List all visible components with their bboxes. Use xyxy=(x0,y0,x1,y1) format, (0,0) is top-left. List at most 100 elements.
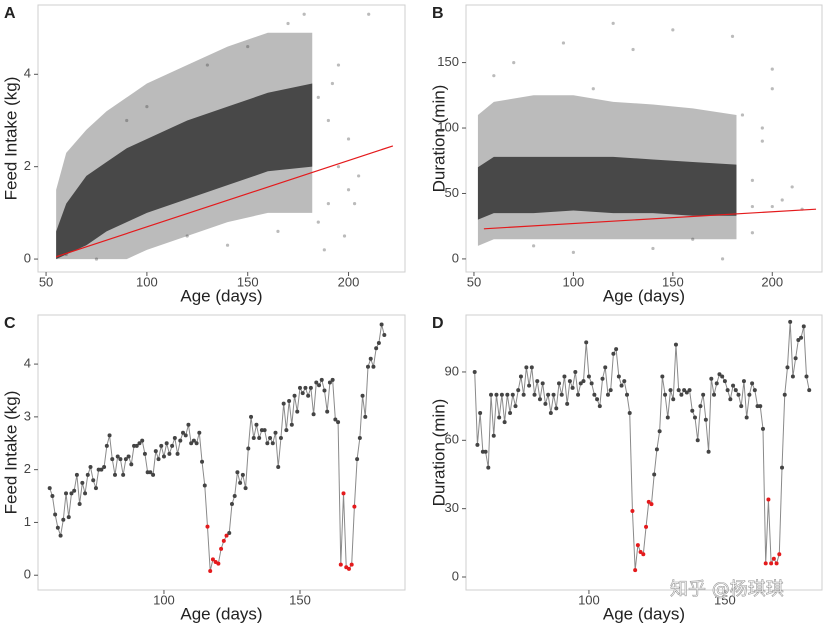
y-tick-label: 1 xyxy=(24,514,31,529)
point xyxy=(731,383,736,388)
point xyxy=(717,372,722,377)
point xyxy=(728,397,733,402)
point xyxy=(276,465,281,470)
point xyxy=(357,435,362,440)
point xyxy=(319,377,324,382)
scatter-point xyxy=(671,28,675,32)
scatter-point xyxy=(770,204,774,209)
scatter-point xyxy=(611,21,615,25)
point xyxy=(576,392,581,397)
point xyxy=(330,377,335,382)
scatter-point xyxy=(631,47,635,52)
point xyxy=(137,441,142,446)
point xyxy=(559,392,564,397)
point xyxy=(508,410,513,415)
point xyxy=(83,491,88,496)
point xyxy=(112,472,117,477)
scatter-point xyxy=(94,257,99,261)
point xyxy=(170,443,175,448)
point xyxy=(161,454,166,459)
point xyxy=(712,392,717,397)
point xyxy=(107,433,112,438)
point xyxy=(341,491,346,496)
point xyxy=(687,388,692,393)
point xyxy=(314,380,319,385)
point xyxy=(595,397,600,402)
y-tick-label: 2 xyxy=(24,461,31,476)
point xyxy=(311,412,316,417)
y-tick-label: 2 xyxy=(24,158,31,173)
point xyxy=(164,441,169,446)
x-axis-label: Age (days) xyxy=(603,286,685,305)
point xyxy=(673,342,678,347)
point xyxy=(516,388,521,393)
point xyxy=(706,449,711,454)
y-tick-label: 30 xyxy=(445,500,459,515)
point xyxy=(586,374,591,379)
point xyxy=(578,381,583,386)
y-tick-label: 100 xyxy=(437,119,459,134)
scatter-point xyxy=(330,81,335,86)
point xyxy=(229,501,234,506)
point xyxy=(600,376,605,381)
point xyxy=(181,430,186,435)
x-tick-label: 100 xyxy=(578,592,600,607)
point xyxy=(638,549,643,554)
point xyxy=(796,338,801,343)
scatter-point xyxy=(750,204,754,209)
point xyxy=(366,364,371,369)
scatter-point xyxy=(750,178,754,182)
point xyxy=(121,472,126,477)
point xyxy=(175,451,180,456)
point xyxy=(635,543,640,548)
x-tick-label: 150 xyxy=(714,592,736,607)
point xyxy=(633,568,638,573)
point xyxy=(227,530,232,535)
point xyxy=(684,390,689,395)
scatter-point xyxy=(512,60,516,65)
point xyxy=(774,561,779,566)
point xyxy=(804,374,809,379)
point xyxy=(807,388,812,393)
point xyxy=(129,462,134,467)
point xyxy=(238,480,243,485)
point xyxy=(200,459,205,464)
point xyxy=(194,441,199,446)
y-tick-label: 0 xyxy=(24,567,31,582)
point xyxy=(336,420,341,425)
point xyxy=(159,443,164,448)
x-tick-label: 100 xyxy=(563,274,585,289)
point xyxy=(363,414,368,419)
point xyxy=(619,383,624,388)
point xyxy=(625,392,630,397)
scatter-point xyxy=(367,12,371,16)
scatter-point xyxy=(322,248,326,252)
point xyxy=(85,472,90,477)
point xyxy=(540,381,545,386)
point xyxy=(254,422,259,427)
point xyxy=(551,392,556,397)
point xyxy=(722,379,727,384)
scatter-point xyxy=(770,67,774,71)
scatter-point xyxy=(346,188,351,192)
y-tick-label: 0 xyxy=(452,250,459,265)
point xyxy=(529,365,534,370)
point xyxy=(741,379,746,384)
scatter-point xyxy=(760,126,764,130)
point xyxy=(50,494,55,499)
x-tick-label: 150 xyxy=(289,592,311,607)
point xyxy=(771,556,776,561)
point xyxy=(557,381,562,386)
point xyxy=(64,491,69,496)
point xyxy=(151,472,156,477)
scatter-point xyxy=(276,229,280,233)
point xyxy=(747,392,752,397)
point xyxy=(202,483,207,488)
point xyxy=(278,435,283,440)
scatter-point xyxy=(316,220,320,224)
point xyxy=(736,392,741,397)
point xyxy=(692,415,697,420)
point xyxy=(360,393,365,398)
panel-label: C xyxy=(4,315,16,332)
point xyxy=(126,454,131,459)
